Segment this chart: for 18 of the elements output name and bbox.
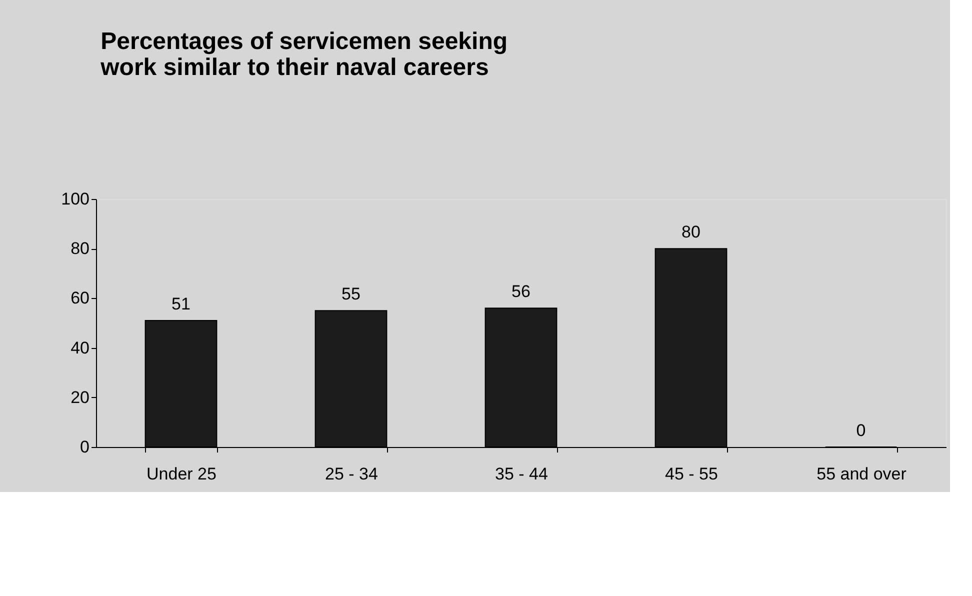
- y-tick-label: 100: [61, 190, 90, 208]
- x-tick-label: 25 - 34: [325, 464, 378, 484]
- text: work similar to their naval careers: [100, 54, 489, 81]
- data-label: 55: [342, 284, 360, 304]
- y-tick-label: 0: [80, 438, 90, 456]
- data-label: 51: [172, 294, 190, 314]
- x-tick-label: Under 25: [146, 464, 216, 484]
- y-tick-label: 60: [70, 288, 90, 308]
- data-label: 80: [682, 222, 700, 242]
- x-tick-label: 55 and over: [816, 464, 907, 484]
- text: Percentages of servicemen seeking: [100, 28, 508, 55]
- data-label: 56: [512, 282, 530, 302]
- y-tick-label: 20: [70, 388, 90, 407]
- data-label: 0: [856, 421, 866, 440]
- x-tick-label: 45 - 55: [665, 464, 718, 484]
- x-tick-label: 35 - 44: [495, 464, 548, 484]
- y-tick-label: 40: [70, 338, 90, 358]
- y-tick-label: 80: [70, 239, 90, 258]
